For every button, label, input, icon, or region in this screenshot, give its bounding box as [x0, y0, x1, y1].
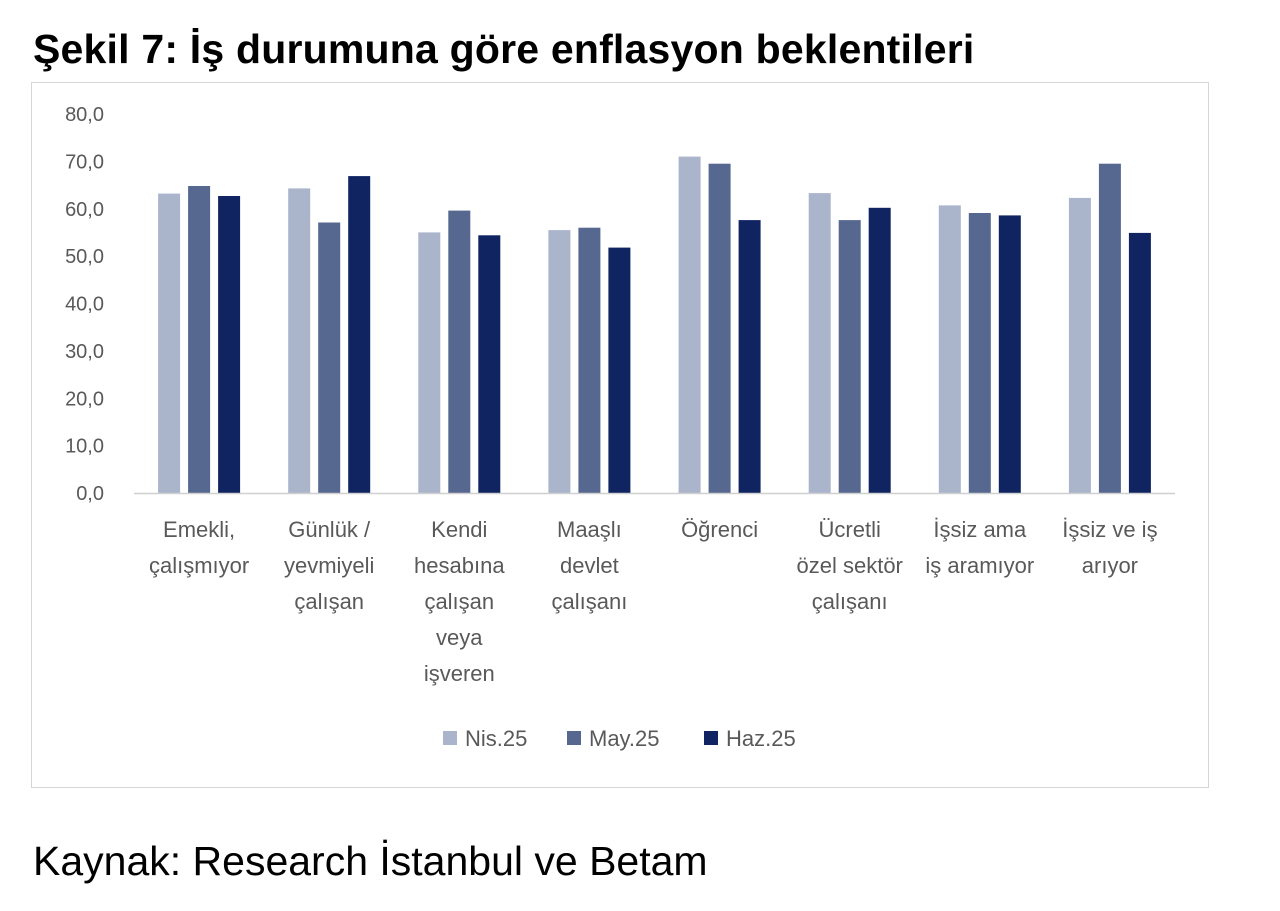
bar-haz25: [868, 207, 891, 494]
legend-swatch: [704, 731, 718, 745]
category-label: yevmiyeli: [284, 553, 374, 578]
category-label: İşsiz ve iş: [1062, 517, 1157, 542]
category-label: Öğrenci: [681, 517, 758, 542]
source-note: Kaynak: Research İstanbul ve Betam: [33, 838, 708, 884]
y-tick-label: 0,0: [76, 483, 104, 505]
y-tick-label: 20,0: [65, 388, 104, 410]
bar-haz25: [348, 176, 371, 493]
legend-swatch: [443, 731, 457, 745]
category-label: Ücretli: [819, 517, 881, 542]
legend-label: May.25: [589, 726, 660, 751]
bar-may25: [968, 213, 991, 493]
bar-nis25: [678, 156, 701, 493]
category-label: özel sektör: [797, 553, 903, 578]
category-label: Kendi: [431, 517, 487, 542]
category-label: işveren: [424, 661, 495, 686]
bar-may25: [1098, 163, 1121, 493]
y-tick-label: 30,0: [65, 341, 104, 363]
y-tick-label: 70,0: [65, 151, 104, 173]
bar-may25: [448, 210, 471, 493]
chart-frame: 0,0 10,0 20,0 30,0 40,0 50,0 60,0 70,0 80,0 Emekl…: [31, 82, 1209, 788]
bar-nis25: [418, 232, 441, 493]
category-label: çalışanı: [812, 589, 888, 614]
category-label: devlet: [560, 553, 619, 578]
category-label: çalışan: [294, 589, 364, 614]
category-label: çalışmıyor: [149, 553, 249, 578]
category-label: iş aramıyor: [925, 553, 1034, 578]
bar-may25: [838, 220, 861, 493]
bar-may25: [318, 222, 341, 493]
legend-swatch: [567, 731, 581, 745]
category-label: Maaşlı: [557, 517, 622, 542]
legend-label: Haz.25: [726, 726, 796, 751]
category-label: hesabına: [414, 553, 505, 578]
bar-nis25: [288, 188, 311, 493]
bar-haz25: [218, 196, 241, 493]
category-label: Günlük /: [288, 517, 371, 542]
bar-nis25: [808, 193, 831, 493]
category-label: çalışanı: [551, 589, 627, 614]
bar-haz25: [478, 235, 501, 494]
bar-may25: [188, 186, 211, 493]
bar-nis25: [548, 230, 571, 493]
bar-haz25: [998, 215, 1021, 493]
category-label: çalışan: [424, 589, 494, 614]
legend-label: Nis.25: [465, 726, 527, 751]
bar-chart: 0,0 10,0 20,0 30,0 40,0 50,0 60,0 70,0 80,0 Emekl…: [65, 104, 1175, 751]
category-label: arıyor: [1082, 553, 1138, 578]
y-tick-label: 60,0: [65, 199, 104, 221]
bar-haz25: [608, 247, 631, 493]
category-label: Emekli,: [163, 517, 235, 542]
category-label: veya: [436, 625, 483, 650]
category-label: İşsiz ama: [933, 517, 1027, 542]
bar-may25: [578, 227, 601, 493]
bar-nis25: [1068, 197, 1091, 493]
y-tick-label: 50,0: [65, 246, 104, 268]
y-tick-label: 40,0: [65, 294, 104, 316]
bar-haz25: [1128, 232, 1151, 493]
figure-title: Şekil 7: İş durumuna göre enflasyon bekl…: [33, 26, 975, 72]
bar-nis25: [938, 205, 961, 493]
bar-may25: [708, 163, 731, 493]
bar-nis25: [158, 193, 181, 493]
y-tick-label: 10,0: [65, 436, 104, 458]
bar-haz25: [738, 220, 761, 493]
y-tick-label: 80,0: [65, 104, 104, 126]
